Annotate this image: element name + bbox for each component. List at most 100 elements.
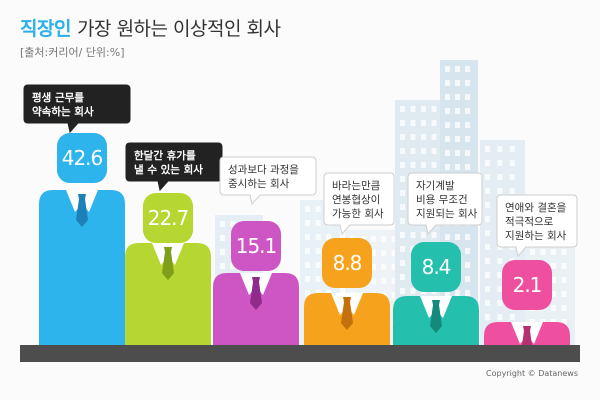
tie — [430, 300, 442, 333]
tie — [162, 247, 174, 280]
building-window — [400, 134, 405, 140]
category-label: 연애와 결혼을 — [505, 201, 567, 214]
building-window — [485, 230, 490, 236]
building-window — [497, 300, 503, 306]
building-window — [530, 249, 535, 255]
building-window — [421, 162, 426, 168]
bar — [39, 190, 125, 345]
building-window — [370, 264, 376, 270]
speech-bubble — [323, 172, 395, 236]
building-window — [400, 288, 405, 294]
building-window — [400, 204, 405, 210]
building-window — [561, 319, 567, 325]
building-window — [465, 122, 470, 128]
building-window — [455, 66, 460, 72]
building-window — [220, 221, 225, 227]
building-window — [455, 136, 460, 142]
building-window — [431, 134, 437, 140]
building-window — [421, 106, 426, 112]
speech-bubble — [125, 142, 223, 192]
building-window — [551, 277, 556, 283]
building-window — [445, 122, 450, 128]
building-window — [326, 234, 332, 240]
building-window — [561, 291, 567, 297]
building-window — [465, 150, 470, 156]
building-window — [381, 264, 387, 270]
bar-value-label: 2.1 — [513, 273, 542, 297]
building-window — [305, 234, 310, 240]
building-window — [445, 290, 450, 296]
building-window — [551, 291, 556, 297]
head — [57, 133, 107, 183]
building-window — [400, 106, 405, 112]
building-window — [381, 250, 387, 256]
head — [322, 238, 372, 288]
building-window — [410, 134, 416, 140]
building-window — [370, 250, 376, 256]
category-label: 가능한 회사 — [332, 208, 384, 220]
building-window — [400, 120, 405, 126]
building-window — [315, 276, 321, 282]
building-window — [410, 148, 416, 154]
speech-bubble — [23, 84, 131, 134]
building-window — [391, 264, 397, 270]
building-window — [497, 188, 503, 194]
building-window — [400, 190, 405, 196]
building-window — [465, 136, 470, 142]
category-label: 성과보다 과정을 — [228, 164, 299, 176]
chart-baseline — [20, 345, 580, 362]
head — [143, 193, 193, 243]
title-rest: 가장 원하는 이상적인 회사 — [77, 18, 281, 40]
building-window — [305, 206, 310, 212]
building-window — [400, 176, 405, 182]
tie — [341, 297, 353, 330]
building-window — [551, 263, 556, 269]
building-window — [465, 262, 470, 268]
building-window — [421, 134, 426, 140]
building-window — [485, 244, 490, 250]
building-window — [315, 262, 321, 268]
building-window — [431, 162, 437, 168]
building-window — [421, 120, 426, 126]
building-window — [400, 260, 405, 266]
building-window — [465, 94, 470, 100]
building-window — [391, 292, 397, 298]
building-window — [410, 232, 416, 238]
building-window — [485, 300, 490, 306]
building-window — [455, 290, 460, 296]
building-window — [445, 94, 450, 100]
building-window — [315, 248, 321, 254]
building-window — [485, 188, 490, 194]
building-window — [315, 220, 321, 226]
bar-value-label: 8.8 — [333, 251, 362, 275]
building-window — [455, 80, 460, 86]
building-window — [445, 164, 450, 170]
building-window — [410, 106, 416, 112]
page-title: 직장인 가장 원하는 이상적인 회사 — [20, 14, 281, 41]
building-window — [400, 148, 405, 154]
category-label: 낼 수 있는 회사 — [134, 163, 203, 176]
building-window — [465, 248, 470, 254]
building-window — [410, 162, 416, 168]
building-window — [421, 148, 426, 154]
building-window — [465, 80, 470, 86]
category-label: 지원하는 회사 — [505, 229, 567, 242]
speech-bubble — [496, 194, 578, 258]
building-window — [230, 263, 235, 269]
speech-bubble — [407, 172, 483, 236]
building-window — [497, 272, 503, 278]
building-window — [455, 234, 460, 240]
building-window — [465, 276, 470, 282]
building-window — [485, 272, 490, 278]
category-label: 중시하는 회사 — [228, 177, 290, 190]
building-window — [455, 94, 460, 100]
building-window — [455, 108, 460, 114]
building-window — [485, 314, 490, 320]
title-highlight: 직장인 — [20, 18, 71, 40]
building-window — [431, 232, 437, 238]
building-window — [465, 290, 470, 296]
building-window — [381, 278, 387, 284]
